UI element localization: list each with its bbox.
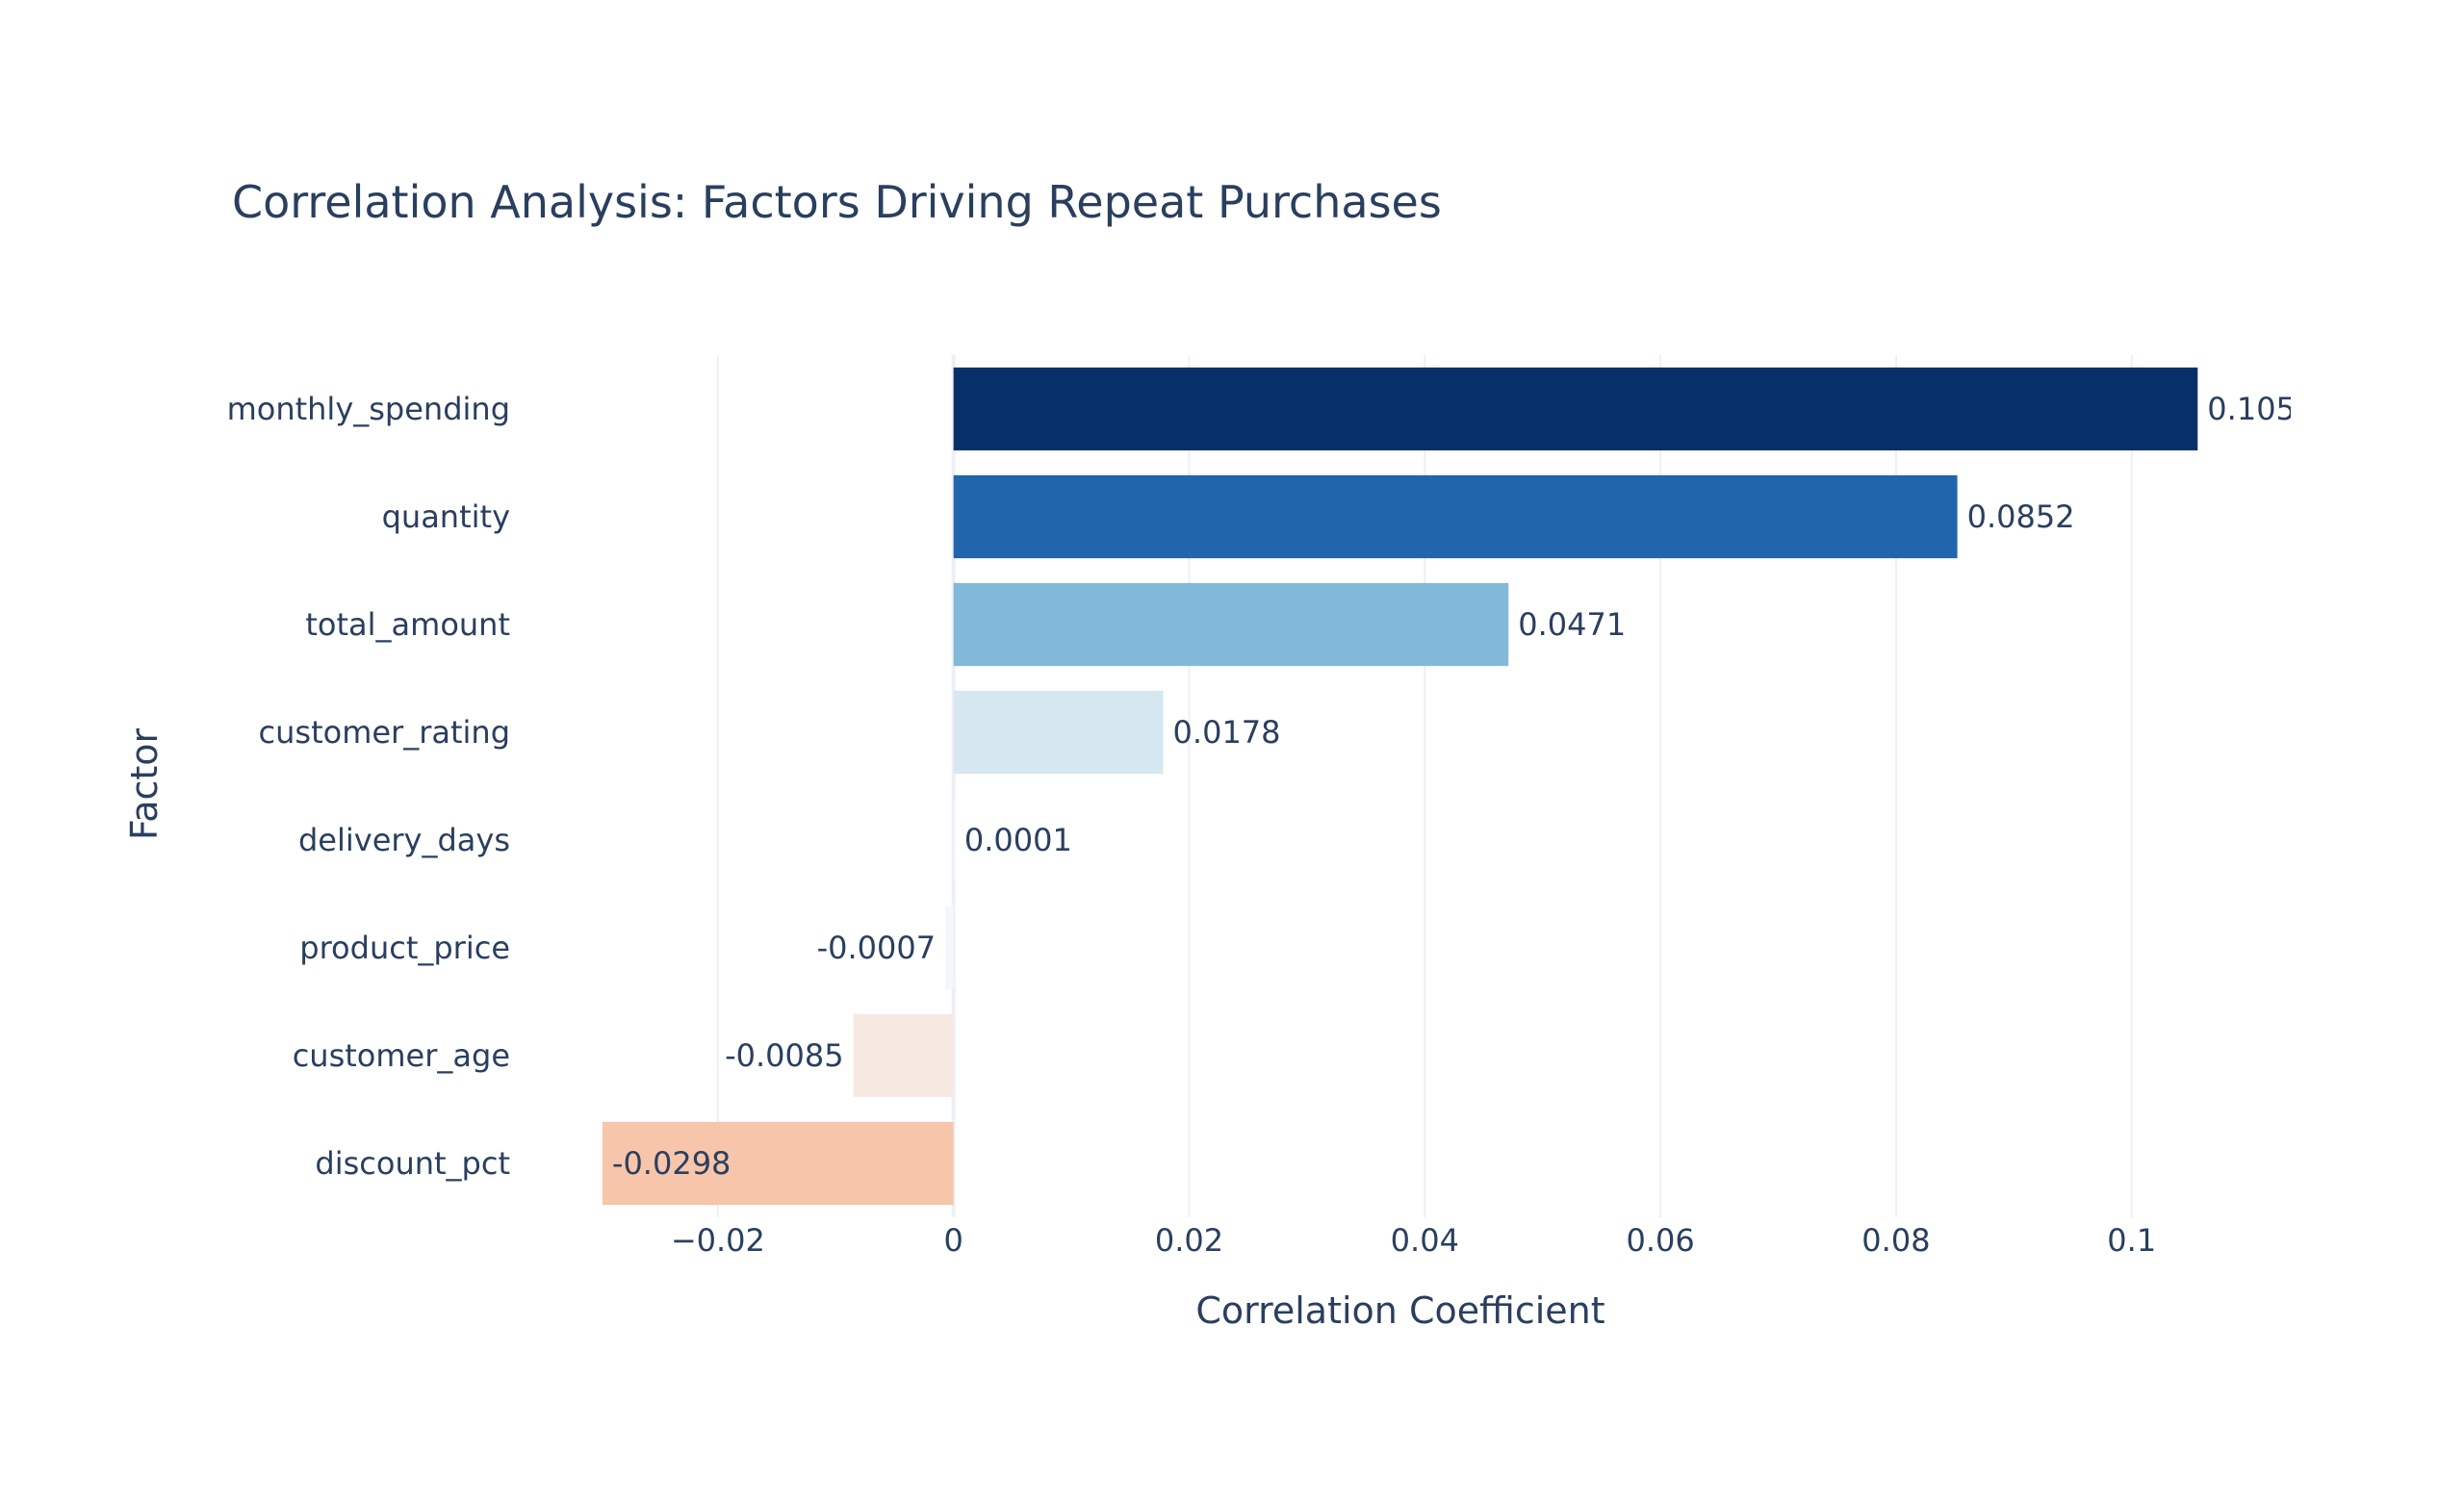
x-tick-label: 0 (943, 1222, 962, 1259)
bar-discount_pct[interactable] (602, 1121, 954, 1206)
bar-value-label: 0.0178 (1173, 714, 1281, 751)
bar-value-label: 0.0471 (1518, 606, 1626, 643)
bar-customer_age[interactable] (853, 1013, 954, 1098)
bar-value-label: 0.0852 (1967, 498, 2075, 535)
bar-quantity[interactable] (953, 474, 1958, 559)
x-tick-label: −0.02 (671, 1222, 765, 1259)
bar-total_amount[interactable] (953, 582, 1509, 667)
bar-customer_rating[interactable] (953, 690, 1164, 775)
x-tick-label: 0.08 (1861, 1222, 1930, 1259)
bar-value-label: -0.0085 (725, 1037, 844, 1074)
y-tick-label: monthly_spending (227, 391, 510, 427)
y-tick-label: delivery_days (298, 822, 510, 858)
x-tick-label: 0.04 (1391, 1222, 1459, 1259)
x-tick-label: 0.06 (1626, 1222, 1694, 1259)
chart-title: Correlation Analysis: Factors Driving Re… (232, 176, 1442, 228)
x-tick-label: 0.1 (2107, 1222, 2156, 1259)
y-tick-label: customer_age (293, 1037, 510, 1074)
bar-value-label: -0.0007 (817, 930, 937, 966)
y-tick-label: customer_rating (259, 714, 510, 751)
bar-value-label: 0.1056 (2207, 391, 2315, 427)
bars: 0.1056 0.0852 0.0471 0.0178 0.0001 -0.0007 -0.… (602, 367, 2315, 1206)
y-tick-label: discount_pct (315, 1145, 510, 1182)
y-tick-label: total_amount (305, 606, 510, 643)
y-tick-label: product_price (299, 930, 510, 966)
bar-value-label: -0.0298 (612, 1145, 732, 1182)
x-tick-labels: −0.02 0 0.02 0.04 0.06 0.08 0.1 (671, 1222, 2156, 1259)
y-tick-labels: monthly_spending quantity total_amountcust… (227, 391, 510, 1182)
y-tick-label: quantity (382, 498, 510, 535)
y-axis-title: Factor (123, 727, 166, 840)
bar-delivery_days[interactable] (953, 798, 956, 882)
x-tick-label: 0.02 (1155, 1222, 1223, 1259)
bar-value-label: 0.0001 (964, 822, 1072, 858)
x-axis-title: Correlation Coefficient (1195, 1289, 1604, 1332)
bar-monthly_spending[interactable] (953, 367, 2198, 451)
bar-product_price[interactable] (945, 906, 954, 990)
